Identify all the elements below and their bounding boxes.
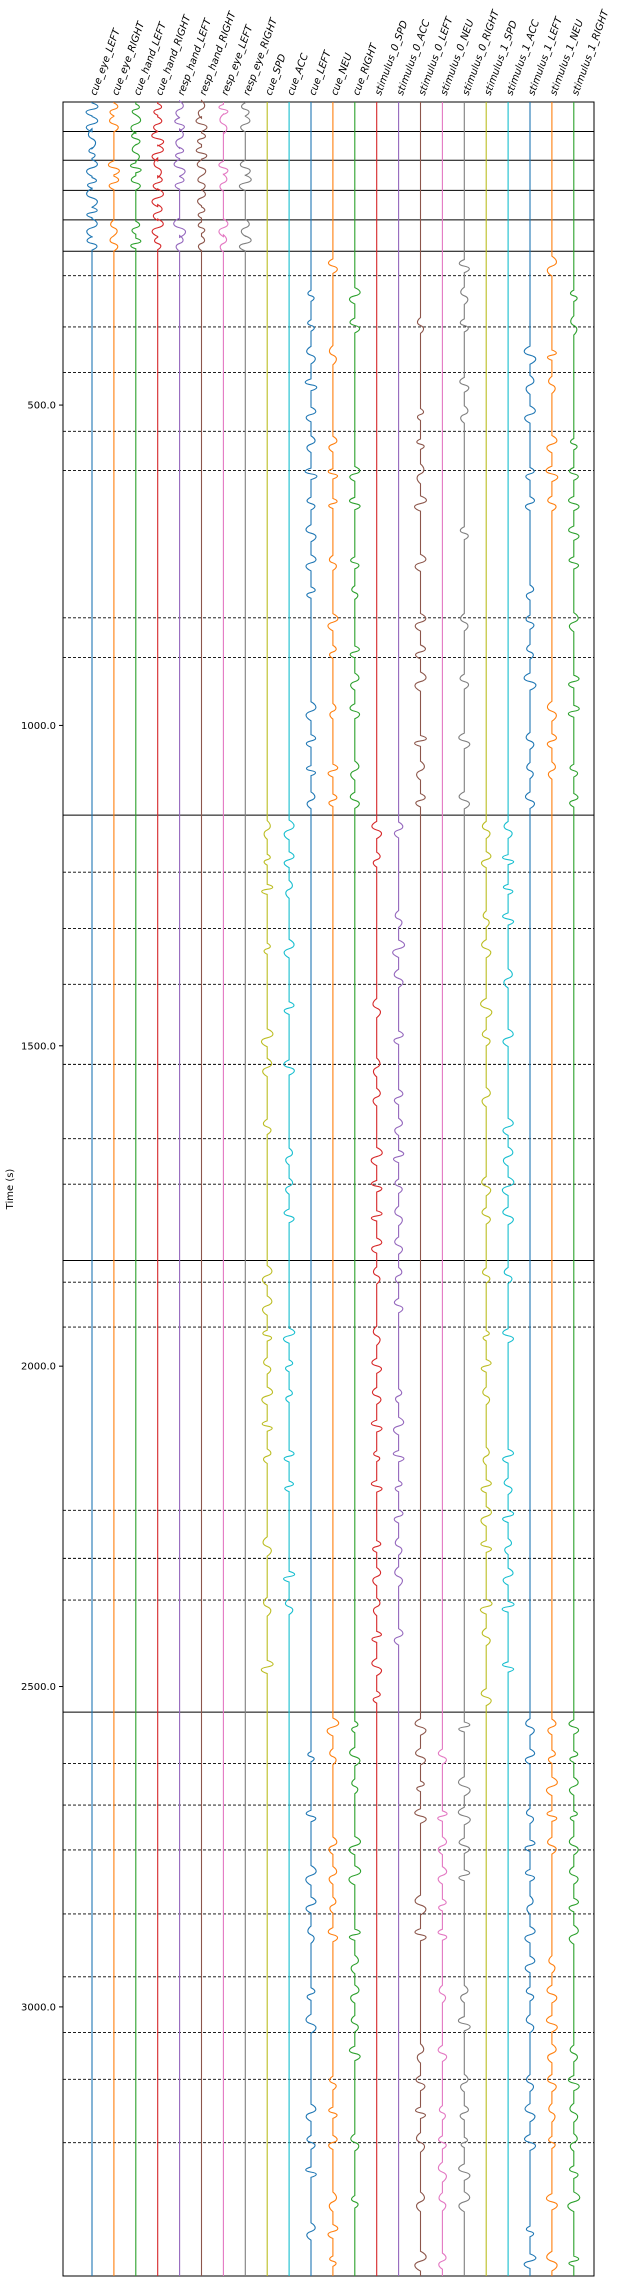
regressor-traces bbox=[85, 99, 581, 2276]
series-trace-cue_SPD bbox=[260, 102, 274, 2276]
series-trace-cue_eye_RIGHT bbox=[107, 102, 120, 2276]
y-axis-label: Time (s) bbox=[5, 1169, 16, 1211]
y-tick-label: 1000.0 bbox=[21, 721, 56, 732]
series-trace-cue_eye_LEFT bbox=[85, 102, 99, 2276]
series-trace-resp_hand_RIGHT bbox=[195, 99, 208, 2276]
series-trace-stimulus_0_SPD bbox=[370, 102, 383, 2276]
y-tick-label: 3000.0 bbox=[21, 2002, 56, 2013]
series-trace-resp_eye_RIGHT bbox=[238, 102, 252, 2276]
series-trace-stimulus_0_ACC bbox=[392, 102, 406, 2276]
series-trace-stimulus_0_NEU bbox=[437, 102, 448, 2276]
series-trace-cue_hand_RIGHT bbox=[151, 102, 165, 2276]
y-axis: 500.0 1000.0 1500.0 2000.0 2500.0 3000.0 bbox=[21, 401, 63, 2013]
series-trace-stimulus_0_RIGHT bbox=[457, 102, 471, 2276]
y-tick-label: 2000.0 bbox=[21, 1362, 56, 1373]
series-trace-cue_LEFT bbox=[304, 102, 318, 2276]
series-trace-cue_RIGHT bbox=[348, 102, 362, 2276]
y-tick-label: 500.0 bbox=[27, 401, 56, 412]
boundary-lines bbox=[63, 101, 594, 2277]
series-trace-cue_ACC bbox=[282, 102, 296, 2276]
series-trace-resp_hand_LEFT bbox=[173, 100, 187, 2276]
y-tick-label: 2500.0 bbox=[21, 1682, 56, 1693]
series-trace-cue_NEU bbox=[326, 102, 340, 2276]
series-trace-stimulus_0_LEFT bbox=[413, 102, 428, 2276]
y-tick-label: 1500.0 bbox=[21, 1041, 56, 1052]
series-trace-stimulus_1_ACC bbox=[501, 102, 515, 2276]
series-trace-stimulus_1_NEU bbox=[545, 102, 559, 2276]
series-trace-cue_hand_LEFT bbox=[129, 102, 142, 2276]
series-trace-stimulus_1_RIGHT bbox=[567, 102, 581, 2276]
series-trace-stimulus_1_SPD bbox=[479, 102, 493, 2276]
series-trace-stimulus_1_LEFT bbox=[523, 102, 537, 2276]
series-trace-resp_eye_LEFT bbox=[218, 102, 229, 2276]
